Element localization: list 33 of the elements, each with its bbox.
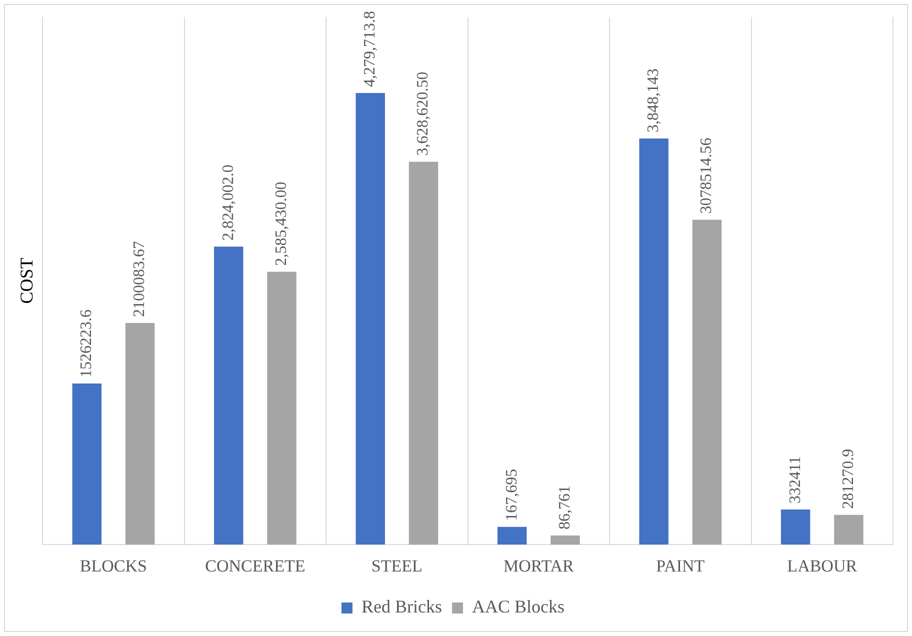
bar [408,162,438,545]
y-axis-title: COST [16,258,37,304]
bar [125,323,155,545]
data-label: 332411 [786,456,804,504]
data-label: 2,585,430.00 [272,182,290,266]
data-label: 4,279,713.8 [362,11,379,88]
x-tick-label: STEEL [371,556,422,576]
x-tick-label: MORTAR [503,556,574,576]
bar [267,272,296,545]
data-label: 167,695 [503,468,520,521]
x-tick-label: LABOUR [787,556,858,576]
bar [639,138,668,545]
data-label: 3,628,620.50 [414,72,432,156]
bar [550,535,580,545]
data-label: 1526223.6 [78,310,96,378]
legend-label: Red Bricks [362,596,442,617]
bar [356,93,385,545]
bar [780,510,810,545]
data-label: 2100083.67 [131,241,148,317]
bar [214,246,244,545]
legend-label: AAC Blocks [472,596,565,617]
x-tick-label: PAINT [656,556,706,576]
x-tick-label: CONCERETE [205,556,306,576]
data-label: 2,824,002.0 [220,164,237,241]
bar [497,526,527,545]
data-label: 3,848,143 [645,68,662,133]
bar [72,384,102,545]
data-label: 281270.9 [840,448,857,509]
data-label: 86,761 [556,485,574,530]
data-label: 3078514.56 [698,138,716,214]
bar [834,514,864,545]
bar [692,220,722,545]
x-tick-label: BLOCKS [80,556,148,576]
